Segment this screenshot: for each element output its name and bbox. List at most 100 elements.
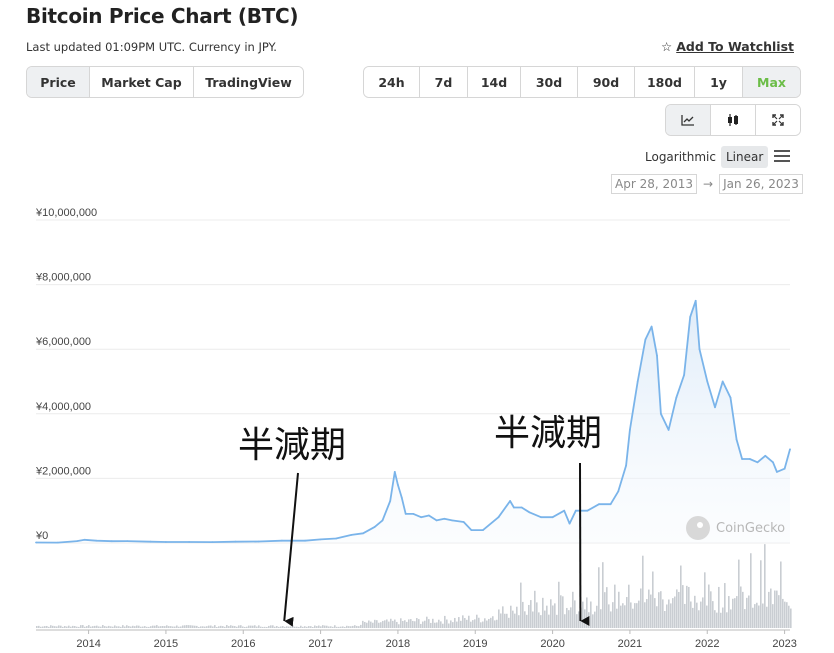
volume-bar [472, 620, 474, 628]
volume-bar [432, 618, 434, 628]
y-tick-label: ¥10,000,000 [35, 207, 97, 219]
range-1y[interactable]: 1y [695, 67, 743, 97]
line-chart-icon[interactable] [666, 105, 711, 135]
price-point [389, 500, 392, 502]
price-point [783, 467, 786, 470]
volume-bar [632, 608, 634, 628]
volume-bar [786, 602, 788, 628]
range-7d[interactable]: 7d [420, 67, 468, 97]
volume-bar [400, 618, 402, 628]
volume-bar [60, 625, 62, 628]
volume-bar [378, 622, 380, 628]
volume-bar [480, 622, 482, 628]
volume-bar [538, 612, 540, 628]
volume-bar [294, 626, 296, 628]
date-to-input[interactable]: Jan 26, 2023 [719, 174, 803, 194]
volume-bar [172, 626, 174, 628]
star-icon: ☆ [661, 39, 673, 54]
volume-bar [570, 607, 572, 628]
volume-bar [40, 626, 42, 628]
price-point [373, 526, 376, 528]
halving-arrow [283, 472, 299, 627]
scale-logarithmic[interactable]: Logarithmic [645, 150, 716, 164]
volume-bar [144, 626, 146, 628]
volume-bar [302, 626, 304, 628]
tab-price[interactable]: Price [27, 67, 90, 97]
volume-bar [510, 605, 512, 628]
volume-bar [712, 601, 714, 628]
scale-linear[interactable]: Linear [721, 146, 769, 168]
price-point [335, 537, 337, 540]
date-arrow: → [703, 177, 714, 191]
volume-bar [126, 625, 128, 628]
volume-bar [470, 621, 472, 628]
volume-bar [188, 625, 190, 628]
price-point [598, 503, 600, 506]
volume-bar [324, 625, 326, 628]
volume-bar [736, 596, 738, 628]
volume-bar [406, 621, 408, 628]
add-to-watchlist-link[interactable]: ☆ Add To Watchlist [661, 39, 794, 54]
range-30d[interactable]: 30d [521, 67, 578, 97]
volume-bar [600, 609, 602, 628]
candlestick-icon[interactable] [711, 105, 756, 135]
volume-bar [322, 625, 324, 628]
volume-bar [526, 614, 528, 628]
coingecko-logo-icon [686, 516, 710, 540]
volume-bar [586, 597, 588, 628]
volume-bar [696, 602, 698, 628]
range-max[interactable]: Max [743, 67, 800, 97]
volume-bar [250, 625, 252, 628]
x-tick-label: 2018 [386, 638, 410, 650]
volume-bar [642, 555, 644, 628]
volume-bar [218, 626, 220, 628]
range-180d[interactable]: 180d [635, 67, 695, 97]
tab-market-cap[interactable]: Market Cap [90, 67, 194, 97]
volume-bar [82, 625, 84, 628]
tab-tradingview[interactable]: TradingView [194, 67, 303, 97]
volume-bar [680, 565, 682, 628]
volume-bar [158, 626, 160, 628]
volume-bar [562, 596, 564, 628]
volume-bar [216, 626, 218, 628]
price-point [756, 461, 759, 464]
chart-menu-icon[interactable] [774, 149, 791, 165]
date-from-input[interactable]: Apr 28, 2013 [611, 174, 698, 194]
volume-bar [134, 626, 136, 628]
volume-bar [210, 625, 212, 628]
volume-bar [528, 604, 530, 628]
volume-bar [644, 602, 646, 628]
volume-bar [534, 590, 536, 628]
volume-bar [598, 567, 600, 628]
volume-bar [646, 599, 648, 628]
volume-bar [130, 626, 132, 628]
volume-bar [372, 622, 374, 628]
range-24h[interactable]: 24h [364, 67, 420, 97]
price-point [462, 521, 465, 523]
volume-bar [734, 598, 736, 628]
volume-bar [348, 626, 350, 628]
volume-bar [340, 626, 342, 628]
volume-bar [252, 625, 254, 628]
range-90d[interactable]: 90d [578, 67, 635, 97]
volume-bar [706, 605, 708, 628]
expand-icon[interactable] [756, 105, 800, 135]
range-14d[interactable]: 14d [468, 67, 521, 97]
price-point [482, 529, 484, 531]
volume-bar [184, 625, 186, 628]
volume-bar [120, 626, 122, 628]
volume-bar [86, 626, 88, 628]
volume-bar [508, 617, 510, 628]
volume-bar [270, 625, 272, 628]
price-point [397, 484, 399, 486]
volume-bar [520, 582, 522, 628]
volume-bar [730, 609, 732, 628]
volume-bar [238, 625, 240, 628]
volume-bar [658, 592, 660, 628]
volume-bar [614, 584, 616, 628]
volume-bar [490, 617, 492, 628]
price-point [660, 412, 662, 415]
volume-bar [412, 620, 414, 628]
volume-bar [454, 617, 456, 628]
volume-bar [110, 626, 112, 628]
